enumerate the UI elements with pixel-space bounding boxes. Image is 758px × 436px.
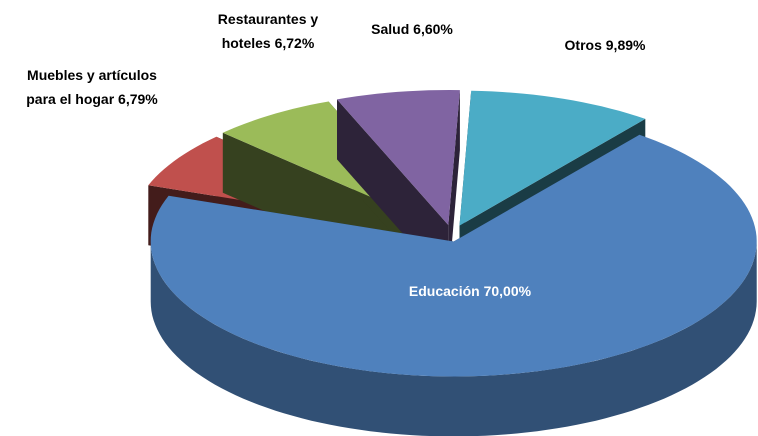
slice: [150, 134, 757, 436]
slice-side: [150, 241, 757, 436]
category-label: Muebles y artículos: [27, 67, 157, 83]
value-label: 9,89%: [606, 37, 646, 53]
slice-label: Educación 70,00%: [409, 283, 532, 299]
category-label: Restaurantes y: [218, 11, 319, 27]
slice: [150, 134, 757, 377]
slice-label: Otros 9,89%: [565, 37, 646, 53]
category-label: Otros: [565, 37, 606, 53]
label-line: Restaurantes y: [218, 11, 319, 27]
label-line: Educación 70,00%: [409, 283, 532, 299]
value-label: 6,72%: [275, 35, 315, 51]
slice-label: Salud 6,60%: [371, 21, 453, 37]
slice: [337, 90, 460, 225]
label-line: Otros 9,89%: [565, 37, 646, 53]
value-label: 6,60%: [413, 21, 453, 37]
category-label: hoteles: [222, 35, 275, 51]
value-label: 6,79%: [118, 91, 158, 107]
slice: [459, 90, 646, 226]
slice-label: Muebles y artículos para el hogar 6,79%: [26, 67, 158, 107]
label-line: hoteles 6,72%: [222, 35, 315, 51]
slice-label: Restaurantes y hoteles 6,72%: [218, 11, 319, 51]
slice-wall: [448, 90, 460, 285]
value-label: 70,00%: [484, 283, 532, 299]
label-line: para el hogar 6,79%: [26, 91, 158, 107]
category-label: para el hogar: [26, 91, 118, 107]
label-line: Muebles y artículos: [27, 67, 157, 83]
category-label: Educación: [409, 283, 484, 299]
label-line: Salud 6,60%: [371, 21, 453, 37]
category-label: Salud: [371, 21, 413, 37]
